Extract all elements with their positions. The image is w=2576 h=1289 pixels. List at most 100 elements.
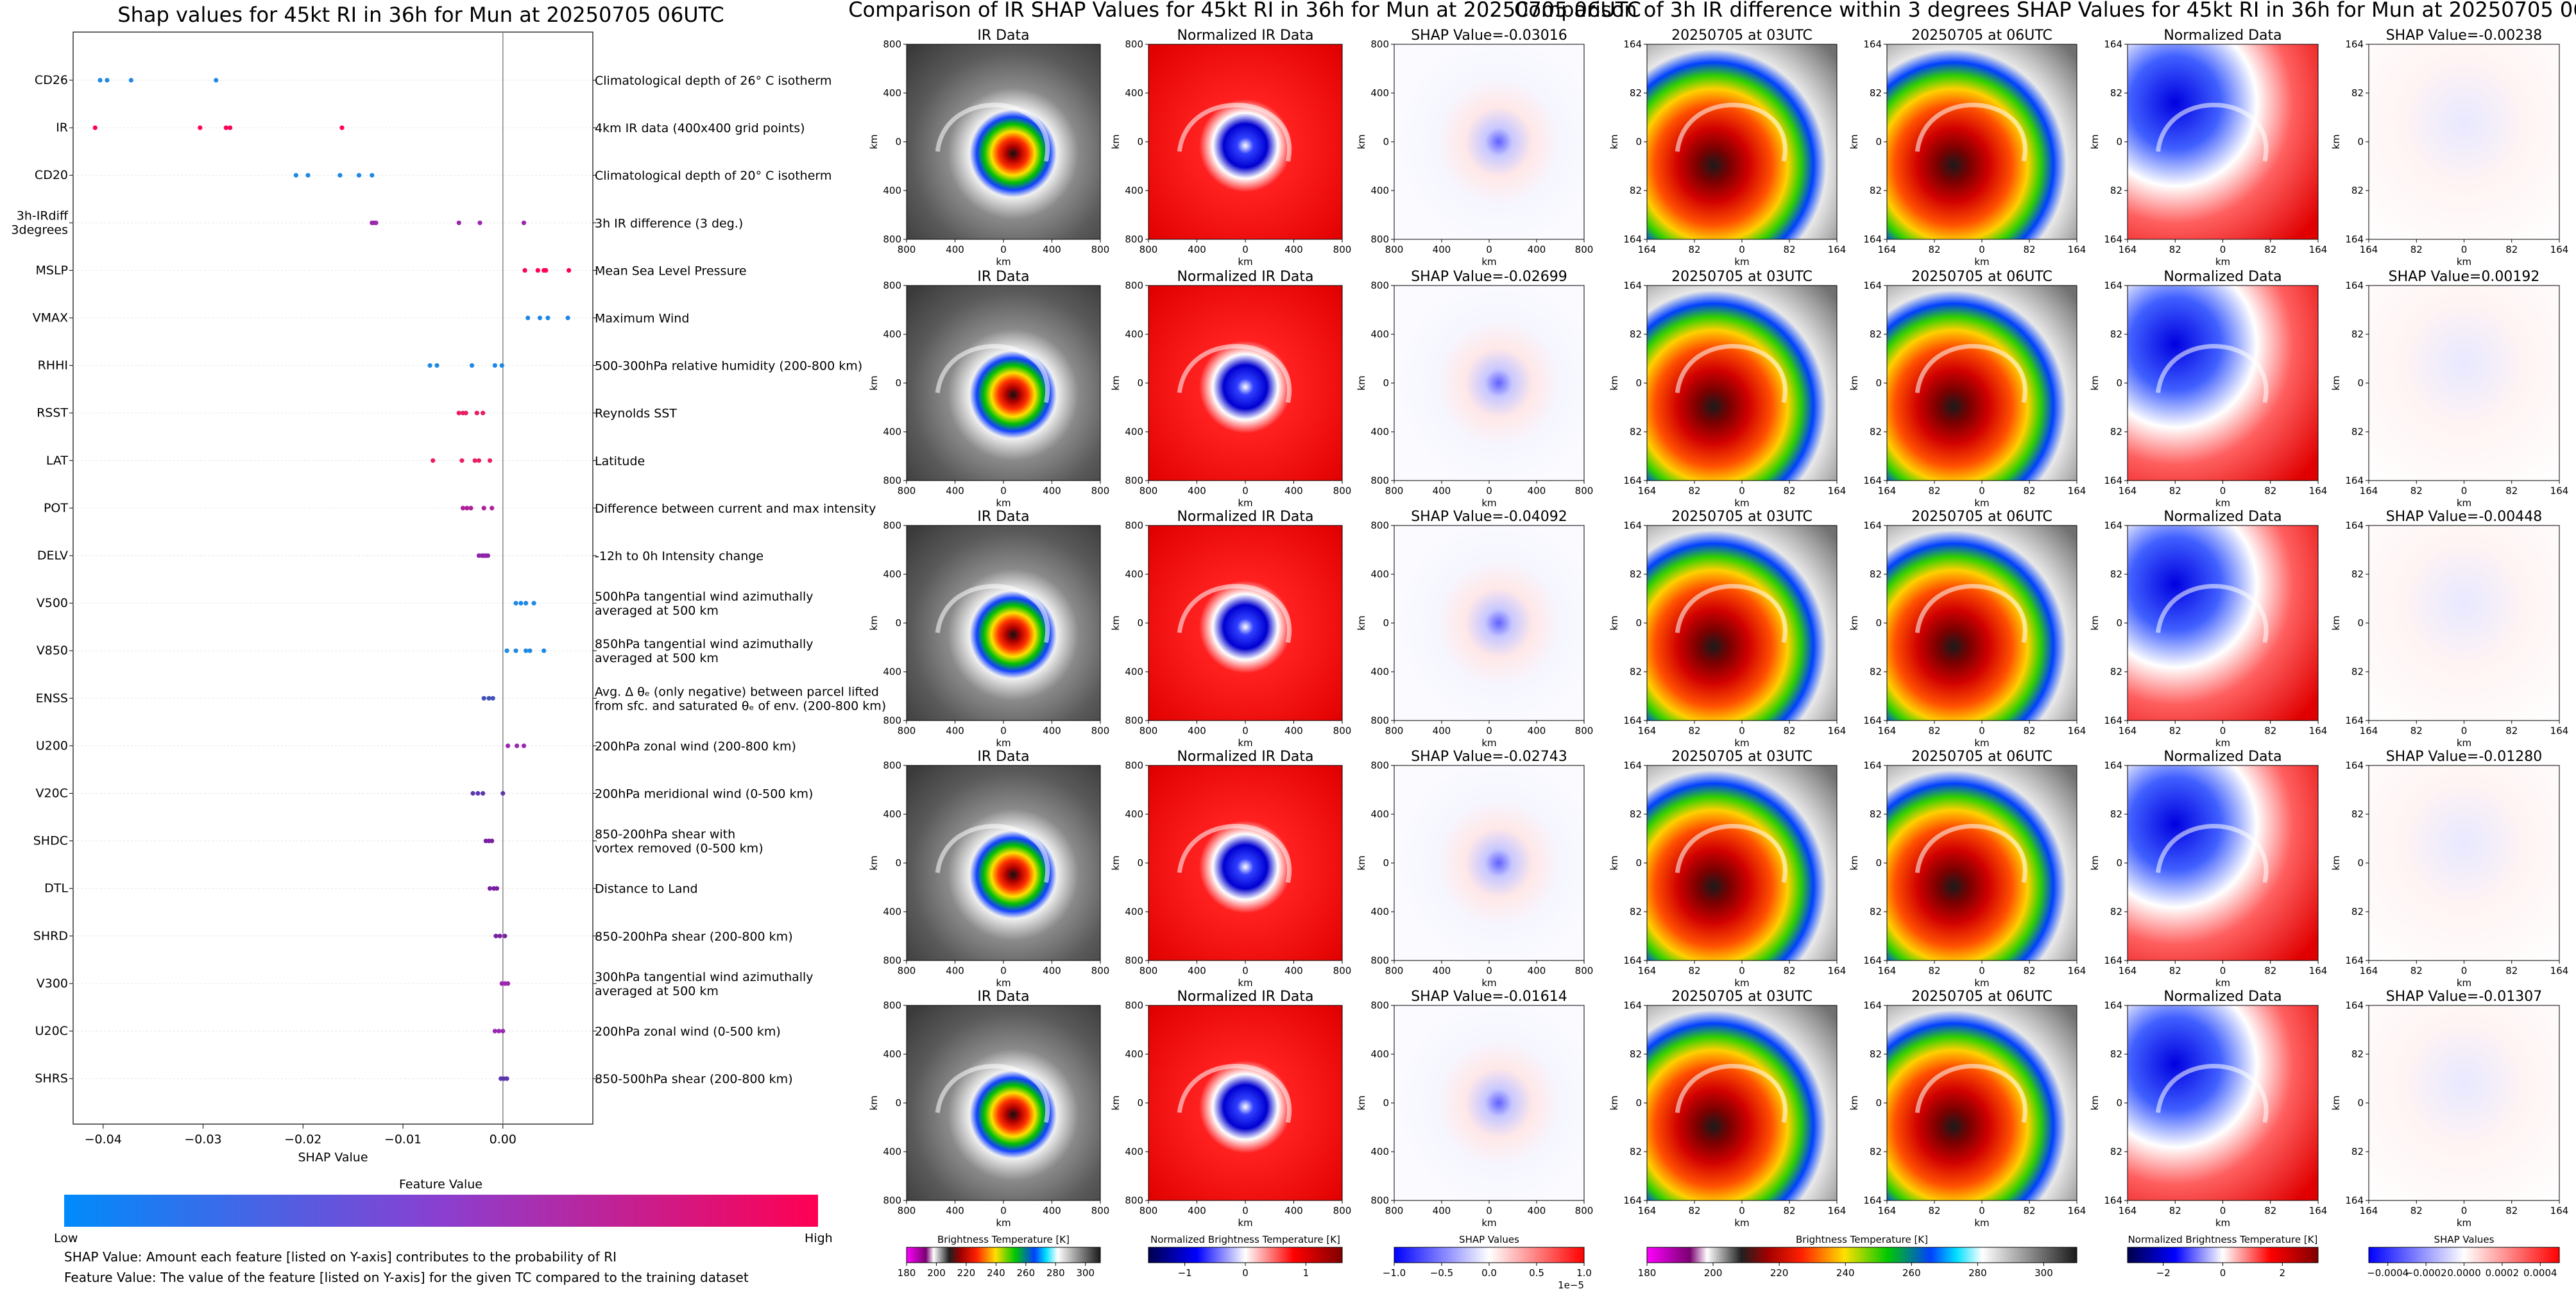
y-tick-label: 82: [1630, 185, 1642, 196]
colorbar-tick-label: 0.0000: [2447, 1267, 2481, 1279]
y-tick-label: 400: [883, 906, 901, 918]
x-tick-label: 400: [1528, 725, 1546, 737]
diff-panel: 20250705 at 06UTC 164 82 0 82 164 km 164 82 0 82 16…: [1848, 28, 2086, 268]
y-tick-label: 164: [2345, 1000, 2364, 1011]
y-tick-label: 0: [2116, 1097, 2122, 1109]
y-tick-label: 82: [1630, 329, 1642, 340]
y-axis-label: km: [868, 134, 880, 149]
y-axis-label: km: [2089, 375, 2101, 390]
diff-panel-title: 20250705 at 03UTC: [1671, 28, 1813, 44]
y-tick-label: 400: [883, 329, 901, 340]
feature-code-line: RHHI: [38, 359, 68, 373]
diff-panel: Normalized Data 164 82 0 82 164 km 164 82 0 82 164 k…: [2089, 269, 2327, 509]
x-tick-label: 82: [2169, 725, 2181, 737]
y-tick-label: 0: [1635, 1097, 1642, 1109]
diff-panel-title: SHAP Value=-0.00448: [2386, 509, 2543, 525]
y-tick-label: 800: [883, 715, 901, 726]
spiral-band: [935, 344, 1050, 404]
x-tick-label: 800: [1385, 485, 1404, 497]
y-tick-label: 0: [895, 1097, 901, 1109]
shap-point: [459, 458, 465, 463]
diff-image: [1646, 285, 1838, 481]
feature-code-label: V850: [37, 644, 68, 658]
x-tick-label: 800: [1091, 244, 1110, 255]
x-tick-label: 82: [1688, 725, 1700, 737]
ir-grid-title: Comparison of IR SHAP Values for 45kt RI…: [848, 0, 1641, 22]
colorbar-tick-label: −1.0: [1383, 1267, 1406, 1279]
feature-code-line: SHRD: [33, 929, 68, 943]
x-tick-label: 0: [1739, 965, 1745, 977]
y-tick-label: 82: [1630, 808, 1642, 820]
x-tick-label: 82: [2023, 725, 2035, 737]
feature-code-label: V20C: [36, 787, 68, 801]
x-axis-label: km: [2215, 977, 2230, 989]
colorbar-tick-label: 2: [2280, 1267, 2286, 1279]
y-tick-label: 0: [895, 617, 901, 629]
y-tick-label: 800: [1125, 1000, 1143, 1011]
y-tick-label: 164: [2345, 715, 2364, 726]
shap-point: [469, 363, 475, 368]
y-tick-label: 800: [883, 475, 901, 486]
x-tick-label: 164: [2360, 725, 2378, 737]
colorbar-label: Normalized Brightness Temperature [K]: [2128, 1234, 2318, 1245]
x-tick-label: 400: [1284, 965, 1303, 977]
x-tick-label: 800: [1139, 725, 1158, 737]
colorbar-gradient: [1148, 1247, 1343, 1263]
spiral-band: [1915, 344, 2027, 404]
y-tick-label: 82: [1630, 426, 1642, 438]
x-tick-label: 400: [1433, 965, 1451, 977]
y-tick-label: 82: [2351, 906, 2364, 918]
x-tick-label: 0.00: [490, 1132, 516, 1147]
y-tick-label: 164: [1623, 38, 1642, 50]
y-tick-label: 800: [1125, 234, 1143, 245]
x-tick-label: 82: [2410, 244, 2423, 255]
colorbar-label: SHAP Values: [2434, 1234, 2495, 1245]
y-tick-label: 82: [2351, 185, 2364, 196]
x-tick-label: 164: [1638, 244, 1657, 255]
y-axis-label: km: [1608, 855, 1620, 870]
shap-point: [525, 315, 531, 321]
y-tick-label: 164: [1863, 38, 1882, 50]
x-tick-label: 0: [2220, 244, 2226, 255]
colorbar-tick-label: 280: [1046, 1267, 1065, 1279]
x-tick-label: 400: [1188, 1205, 1206, 1216]
feature-code-line: LAT: [46, 454, 69, 468]
colorbar-tick-label: 1.0: [1576, 1267, 1592, 1279]
y-tick-label: 400: [883, 87, 901, 99]
diff-panel: 20250705 at 03UTC 164 82 0 82 164 km 164 82 0 82 16…: [1608, 749, 1846, 989]
feature-code-label: RHHI: [38, 359, 68, 373]
diff-panel: SHAP Value=-0.01280 164 82 0 82 164 km 164 82 0 82…: [2330, 749, 2568, 989]
shap-point: [477, 220, 482, 225]
y-tick-label: 164: [1863, 715, 1882, 726]
shap-point: [434, 363, 439, 368]
y-axis-label: km: [1848, 855, 1860, 870]
y-tick-label: 0: [1875, 617, 1882, 629]
diff-panel-title: Normalized Data: [2163, 509, 2282, 525]
diff-panel-title: Normalized Data: [2163, 28, 2282, 44]
x-axis-label: km: [2215, 1217, 2230, 1229]
y-tick-label: 82: [1870, 808, 1882, 820]
x-axis-label: km: [2457, 497, 2471, 509]
colorbar-tick-label: 0: [2220, 1267, 2226, 1279]
shap-point: [227, 125, 233, 130]
x-tick-label: 800: [1575, 485, 1594, 497]
y-tick-label: 82: [2351, 568, 2364, 580]
y-tick-label: 82: [2110, 808, 2122, 820]
colorbar-tick-label: 260: [1017, 1267, 1036, 1279]
x-tick-label: 0: [1486, 244, 1492, 255]
feature-code-label: V300: [37, 977, 68, 991]
colorbar-tick-label: 0.0004: [2523, 1267, 2557, 1279]
ir-panel-title: Normalized IR Data: [1177, 509, 1313, 525]
y-tick-label: 400: [1370, 906, 1389, 918]
x-tick-label: 164: [1878, 485, 1897, 497]
x-tick-label: 400: [1284, 725, 1303, 737]
spiral-band: [1675, 584, 1787, 644]
shap-point: [456, 411, 461, 416]
ir-panel: IR Data 800 400 0 400 800 km 800 400 0 400 800 km: [868, 269, 1109, 509]
feature-code-label: RSST: [37, 406, 68, 420]
x-tick-label: 800: [1385, 1205, 1404, 1216]
x-axis-label: km: [1734, 737, 1749, 749]
x-tick-label: 164: [2550, 1205, 2569, 1216]
shap-point: [500, 790, 506, 796]
y-axis-label: km: [1608, 134, 1620, 149]
